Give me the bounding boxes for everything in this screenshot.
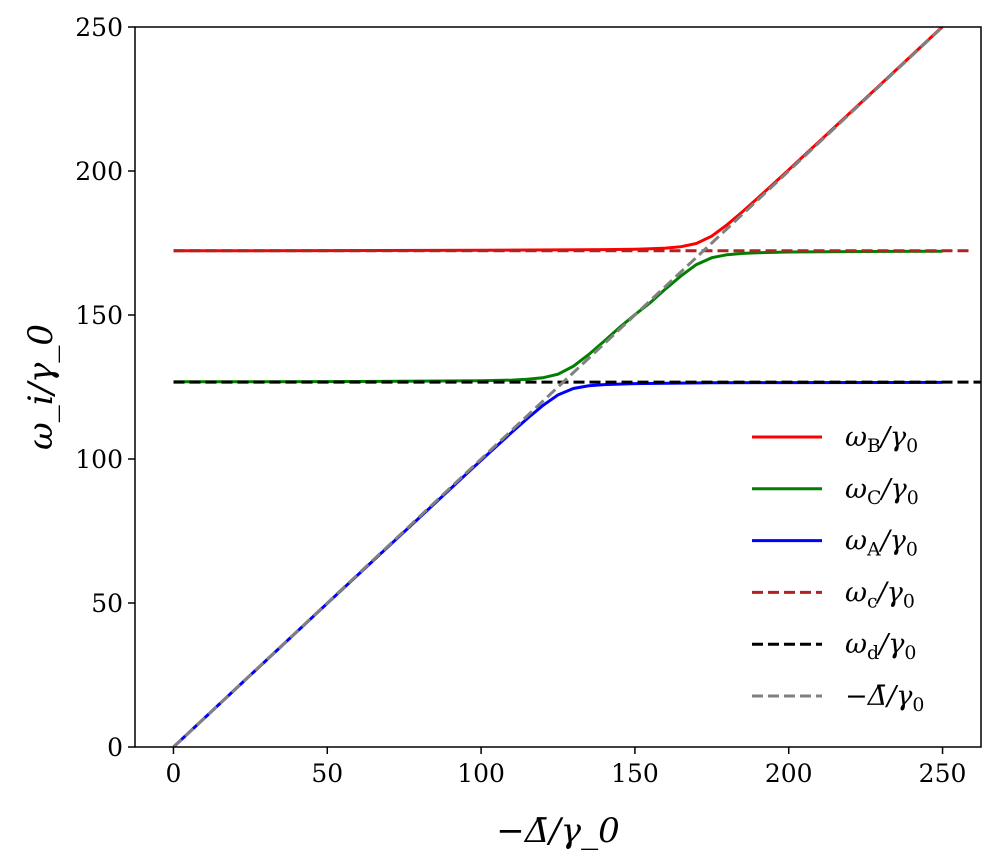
legend-label: ωc/γ0 [845,577,915,612]
y-tick-label: 250 [75,13,123,42]
legend-label: ωd/γ0 [845,629,916,664]
legend: ωB/γ0 ωC/γ0 ωA/γ0 ωc/γ0 ωd/γ0 −Δ̄/γ0 [752,422,924,716]
y-tick-label: 100 [75,445,123,474]
plot-frame [134,26,982,748]
legend-label: ωB/γ0 [845,422,918,457]
x-tick-label: 250 [919,759,967,788]
series-line-0 [173,27,944,253]
series-group [172,27,981,747]
y-tick-label: 50 [91,589,123,618]
legend-label: ωA/γ0 [845,526,918,561]
series-line-1 [173,249,943,384]
y-tick-label: 0 [107,733,123,762]
series-line-2 [172,380,943,747]
y-tick-label: 200 [75,157,123,186]
legend-label: −Δ̄/γ0 [845,681,924,716]
legend-label: ωC/γ0 [845,474,919,509]
x-tick-label: 0 [166,759,182,788]
x-tick-label: 100 [457,759,505,788]
x-tick-label: 200 [765,759,813,788]
x-tick-label: 50 [311,759,343,788]
x-axis-label: −Δ̄/γ_0 [496,811,619,851]
y-axis: 0 50 100 150 200 250 [75,13,135,762]
y-tick-label: 150 [75,301,123,330]
x-tick-label: 150 [611,759,659,788]
x-axis: 0 50 100 150 200 250 [166,747,967,788]
y-axis-label: ω_i/γ_0 [21,324,61,450]
